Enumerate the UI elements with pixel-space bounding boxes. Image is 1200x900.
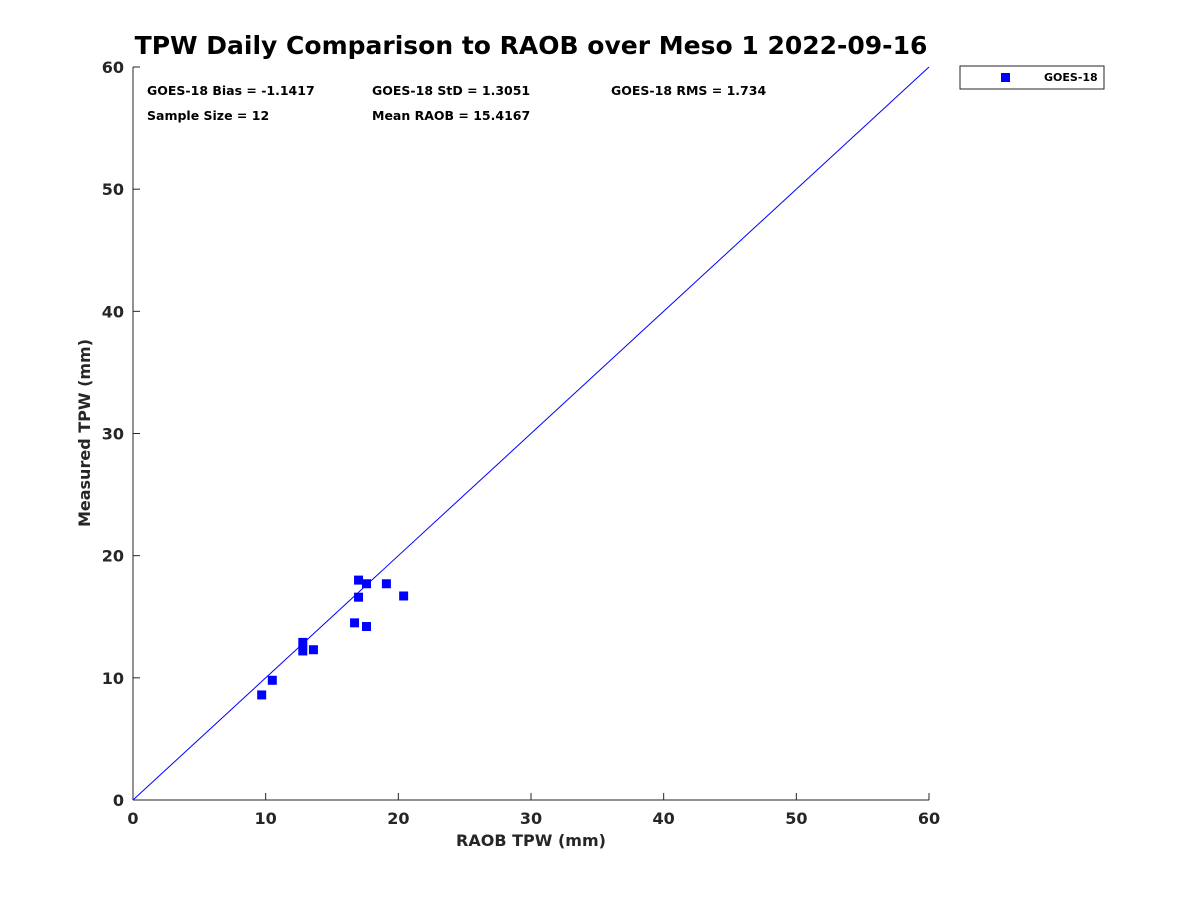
x-tick-label: 60 <box>918 809 940 828</box>
data-point <box>381 579 391 589</box>
axis-ticks: 0 10 20 30 40 50 60 0 10 20 30 40 50 60 <box>102 58 940 828</box>
std-annotation: GOES-18 StD = 1.3051 <box>372 83 530 98</box>
x-tick-label: 30 <box>520 809 542 828</box>
sample-size-annotation: Sample Size = 12 <box>147 108 269 123</box>
data-point <box>399 591 409 601</box>
data-point <box>257 690 267 700</box>
x-tick-label: 50 <box>785 809 807 828</box>
data-points <box>257 575 409 700</box>
data-point <box>354 592 364 602</box>
one-to-one-line <box>132 66 930 801</box>
legend: GOES-18 <box>959 65 1105 90</box>
plot-area: 0 10 20 30 40 50 60 0 10 20 30 40 50 60 <box>102 58 940 828</box>
x-tick-label: 40 <box>653 809 675 828</box>
rms-annotation: GOES-18 RMS = 1.734 <box>611 83 766 98</box>
x-tick-label: 10 <box>255 809 277 828</box>
chart-title: TPW Daily Comparison to RAOB over Meso 1… <box>135 31 928 60</box>
y-tick-label: 50 <box>102 180 124 199</box>
x-tick-label: 20 <box>387 809 409 828</box>
y-tick-label: 30 <box>102 425 124 444</box>
data-point <box>354 575 364 585</box>
data-point <box>350 618 360 628</box>
data-point <box>298 646 308 656</box>
legend-label-goes-18: GOES-18 <box>1044 71 1098 84</box>
x-tick-label: 0 <box>127 809 138 828</box>
x-axis-label: RAOB TPW (mm) <box>456 831 606 850</box>
y-tick-label: 40 <box>102 302 124 321</box>
y-axis-label: Measured TPW (mm) <box>75 339 94 527</box>
y-tick-label: 10 <box>102 669 124 688</box>
reference-line-group <box>132 66 930 801</box>
data-point <box>361 579 371 589</box>
data-point <box>308 645 318 655</box>
mean-raob-annotation: Mean RAOB = 15.4167 <box>372 108 530 123</box>
data-point <box>361 622 371 632</box>
data-point <box>298 637 308 647</box>
y-tick-label: 60 <box>102 58 124 77</box>
y-tick-label: 20 <box>102 547 124 566</box>
data-point <box>267 675 277 685</box>
legend-box <box>959 65 1105 90</box>
legend-marker-goes-18 <box>1001 73 1010 82</box>
bias-annotation: GOES-18 Bias = -1.1417 <box>147 83 315 98</box>
y-tick-label: 0 <box>113 791 124 810</box>
